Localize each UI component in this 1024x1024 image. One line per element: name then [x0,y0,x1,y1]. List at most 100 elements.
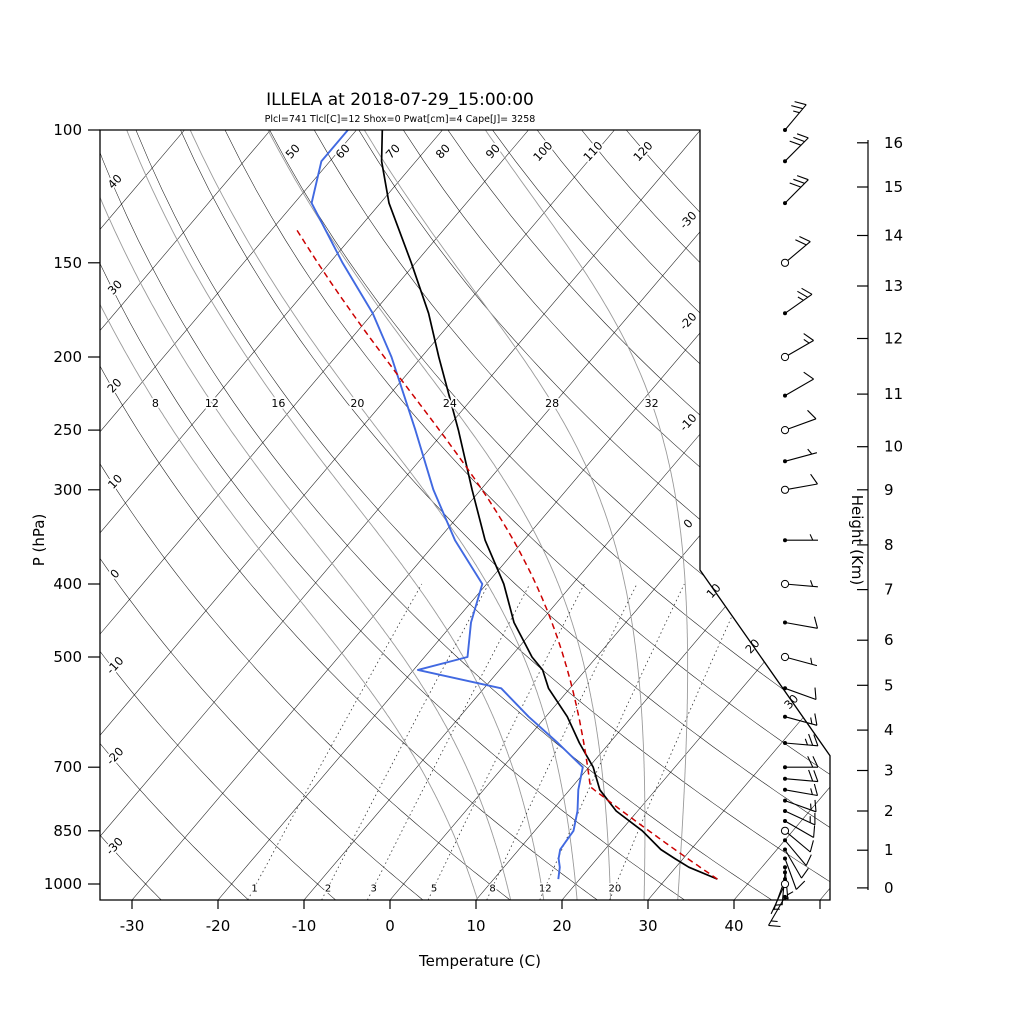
isotherm-label: 0 [680,516,695,531]
mixing-ratio-label: 8 [489,883,495,894]
wind-barb-feather [814,713,818,726]
wind-barb-staff [784,687,817,701]
temperature-tick-label: 30 [638,917,657,935]
isotherm-line [100,130,615,900]
isotherm-line [100,130,271,900]
pressure-tick-label: 850 [53,822,82,840]
dry-adiabat-line [536,130,830,900]
wind-barb-staff [784,830,811,853]
height-tick-label: 10 [884,438,903,456]
height-tick-label: 16 [884,134,903,152]
wind-level-circle [780,426,790,435]
dry-adiabat-line [100,130,511,900]
isotherm-line [475,130,830,900]
wind-barb-halffeather [787,891,794,896]
mixing-ratio-label: 1 [251,883,257,894]
dry-adiabat-line [581,130,830,900]
isotherm-line [217,130,830,900]
wind-level-dot [783,865,787,870]
moist-adiabat-label: 16 [271,397,285,410]
wind-barb-staff [784,452,818,462]
dry-adiabat-line [224,130,830,900]
wind-barb-feather [805,854,812,866]
isotherm-line [131,130,787,900]
wind-level-circle [780,485,790,494]
dry-adiabat-label: 80 [433,141,453,161]
dry-adiabat-line [492,130,830,900]
height-tick-label: 7 [884,581,894,599]
wind-level-circle [780,879,790,889]
dry-adiabat-label: 20 [104,375,124,395]
wind-level-dot [783,128,787,132]
wind-barb-staff [784,656,818,667]
wind-barb-halffeather [810,788,813,795]
isotherm-line [647,130,830,900]
wind-level-dot [783,311,787,316]
mixing-ratio-label: 5 [431,883,437,894]
wind-barb-feather [799,236,811,243]
dry-adiabat-label: 0 [107,566,122,581]
mixing-ratio-label: 20 [609,883,622,894]
wind-level-circle [780,826,790,835]
wind-barb-feather [807,409,817,420]
wind-barb-halffeather [797,296,804,301]
wind-barb-staff [784,820,814,838]
dry-adiabat-line [100,130,162,900]
moist-adiabat-line [100,130,478,900]
moist-adiabat-label: 28 [545,397,559,410]
dry-adiabat-line [135,130,830,900]
wind-barb-halffeather [810,803,812,811]
wind-barb-staff [784,789,818,797]
mixing-ratio-line [609,583,747,900]
wind-barb-feather [789,140,802,146]
temperature-axis-label: Temperature (C) [418,952,541,970]
dry-adiabat-line [100,130,598,900]
moist-adiabat-line [126,130,545,900]
wind-level-dot [783,393,787,398]
isotherm-line [389,130,830,900]
wind-barb-feather [814,799,817,812]
moist-adiabat-label: 8 [152,397,159,410]
wind-barb-staff [784,418,817,431]
pressure-tick-label: 500 [53,648,82,666]
wind-barb-staff [784,778,818,783]
wind-barb-feather [789,182,802,188]
wind-level-dot [783,620,787,625]
pressure-tick-label: 200 [53,348,82,366]
wind-level-dot [783,856,787,861]
isotherm-line [100,130,443,900]
moist-adiabat-line [267,130,611,900]
height-tick-label: 11 [884,385,903,403]
temperature-tick-label: 20 [552,917,571,935]
moist-adiabat-label: 32 [645,397,659,410]
wind-barb-halffeather [804,738,809,746]
wind-level-dot [783,838,787,843]
wind-barb-staff [784,378,814,397]
wind-level-dot [783,714,787,719]
wind-level-dot [783,159,787,164]
chart-subtitle: Plcl=741 Tlcl[C]=12 Shox=0 Pwat[cm]=4 Ca… [265,114,536,125]
wind-level-dot [783,819,787,823]
height-tick-label: 6 [884,631,894,649]
dry-adiabat-label: 90 [483,141,503,161]
moist-adiabat-lines [100,130,689,900]
pressure-tick-label: 400 [53,575,82,593]
wind-barb-feather [810,473,818,485]
dewpoint-curve [310,130,584,880]
plot-border [99,129,831,901]
mixing-ratio-line [539,583,685,900]
wind-level-dot [783,894,787,899]
isotherm-line [733,130,830,900]
isotherm-label: 20 [742,636,762,656]
height-tick-label: 13 [884,277,903,295]
mixing-ratio-line [486,583,638,900]
wind-barb-staff [784,179,809,204]
wind-barb-halffeather [809,534,814,541]
grid-layer [100,130,830,900]
isotherm-label: 10 [703,581,723,601]
moist-adiabat-line [100,130,512,900]
wind-barb-feather [813,825,816,838]
wind-level-dot [783,798,787,803]
